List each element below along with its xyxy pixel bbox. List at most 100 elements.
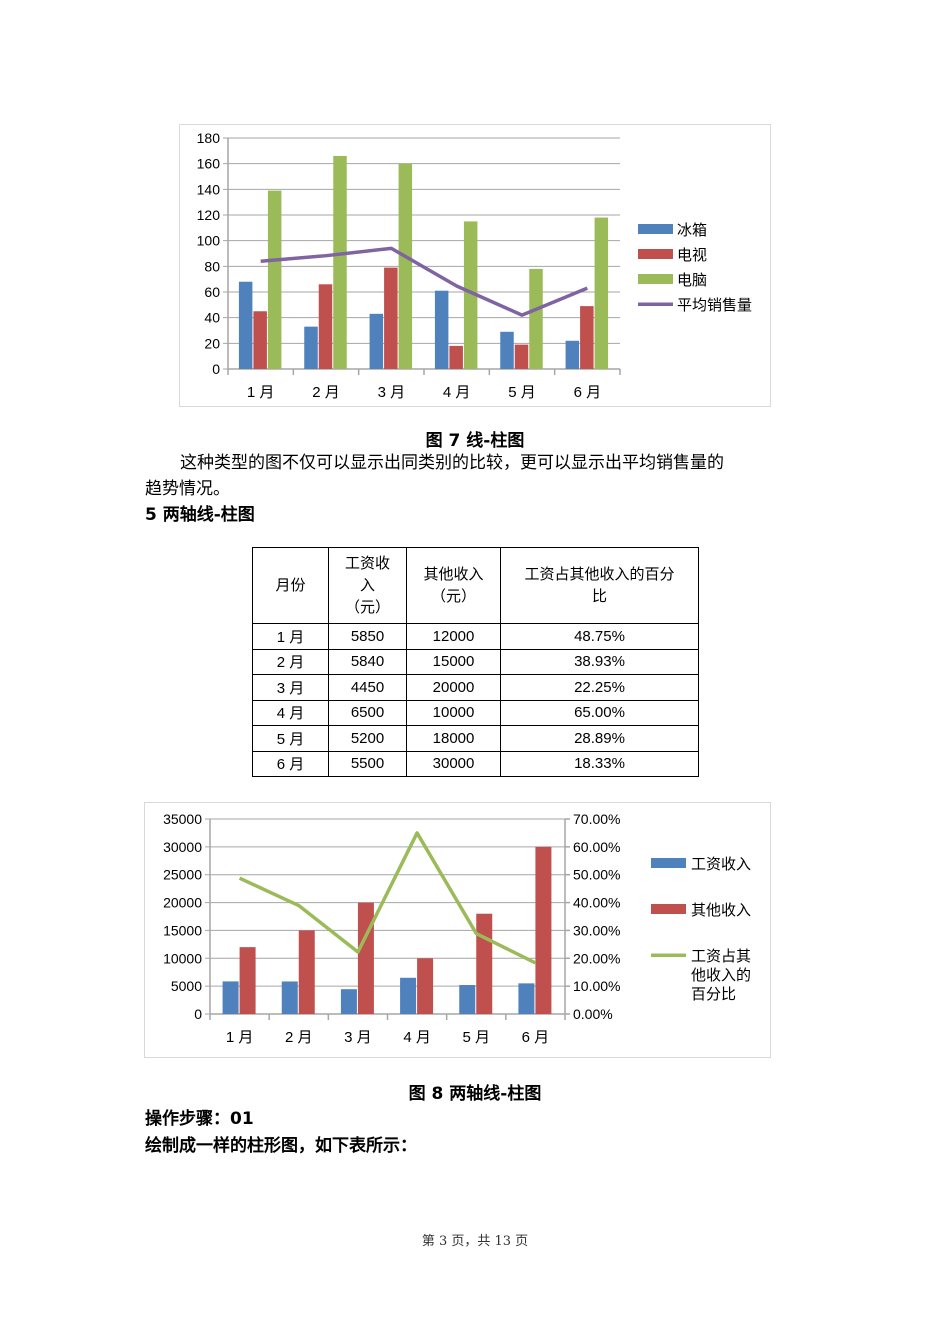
legend-label: 他收入的 — [691, 967, 751, 984]
y-tick-label: 160 — [197, 156, 221, 172]
page-footer: 第 3 页，共 13 页 — [421, 1234, 529, 1249]
table-row: 6 月 5500 30000 18.33% — [252, 750, 699, 777]
paragraph-line1: 这种类型的图不仅可以显示出同类别的比较，更可以显示出平均销售量的 — [180, 453, 724, 473]
bar — [518, 983, 535, 1014]
header-month: 月份 — [252, 547, 329, 624]
figure8-chart: 0 5000 10000 15000 20000 25000 30000 35000 1 月 2 … — [144, 802, 771, 1058]
legend-label: 其他收入 — [691, 902, 751, 919]
bar — [417, 958, 434, 1014]
table-row: 2 月 5840 15000 38.93% — [252, 648, 699, 675]
steps-text: 绘制成一样的柱形图，如下表所示： — [145, 1136, 417, 1156]
bar — [304, 326, 318, 369]
bar — [357, 902, 374, 1014]
bar — [463, 221, 478, 369]
bar — [565, 340, 580, 369]
y-tick-label: 10000 — [163, 950, 202, 966]
bar — [514, 344, 529, 369]
bar — [281, 981, 298, 1014]
x-tick-label: 3 月 — [378, 384, 406, 401]
y-tick-label: 40 — [204, 310, 220, 326]
legend-swatch — [651, 858, 686, 868]
line-series — [238, 831, 537, 965]
legend-swatch — [638, 249, 673, 259]
figure7-chart-svg: 0 20 40 60 80 100 120 140 160 180 1 月 2 月 3 月 4 月 5 月 6… — [197, 130, 752, 401]
bar — [476, 913, 493, 1014]
bar — [500, 331, 514, 369]
y-tick-label: 0 — [212, 361, 220, 377]
header-percentage: 工资占其他收入的百分 比 — [500, 547, 699, 624]
y-tick-label: 30000 — [163, 839, 202, 855]
legend-label: 百分比 — [691, 986, 736, 1003]
legend-label: 工资占其 — [691, 948, 751, 965]
figure7-caption: 图 7 线-柱图 — [425, 431, 525, 451]
income-table: 月份 工资收 入 （元） 其他收入 （元） 工资占其他收入的百分 比 1 月 58… — [252, 547, 699, 777]
bar — [535, 846, 552, 1014]
bar — [267, 190, 282, 369]
figure7-chart: 0 20 40 60 80 100 120 140 160 180 1 月 2 月 3 月 4 月 5 月 6… — [179, 124, 771, 407]
steps-heading: 操作步骤：01 — [145, 1109, 254, 1129]
legend-label: 电脑 — [677, 272, 707, 289]
bar — [222, 981, 239, 1014]
x-tick-label: 6 月 — [522, 1029, 550, 1046]
section-heading: 5 两轴线-柱图 — [145, 505, 255, 525]
y-tick-label: 180 — [197, 130, 221, 146]
y-tick-label: 60 — [204, 284, 220, 300]
y2-tick-label: 0.00% — [573, 1006, 613, 1022]
bar — [594, 217, 609, 369]
y2-tick-label: 20.00% — [573, 950, 620, 966]
legend-swatch — [638, 274, 673, 284]
y-tick-label: 20000 — [163, 895, 202, 911]
x-tick-label: 1 月 — [247, 384, 275, 401]
header-other-income: 其他收入 （元） — [406, 547, 501, 624]
line-series — [260, 246, 589, 317]
table-row: 1 月 5850 12000 48.75% — [252, 623, 699, 650]
figure8-chart-svg: 0 5000 10000 15000 20000 25000 30000 35000 1 月 2 … — [163, 811, 751, 1046]
legend-label: 工资收入 — [691, 856, 751, 873]
legend-swatch — [638, 302, 673, 306]
x-tick-label: 5 月 — [462, 1029, 490, 1046]
x-tick-label: 4 月 — [403, 1029, 431, 1046]
x-tick-label: 1 月 — [226, 1029, 254, 1046]
y2-tick-label: 10.00% — [573, 978, 620, 994]
table-row: 3 月 4450 20000 22.25% — [252, 674, 699, 701]
bar — [398, 163, 413, 369]
y-tick-label: 140 — [197, 181, 221, 197]
bar — [298, 930, 315, 1014]
table-row: 5 月 5200 18000 28.89% — [252, 725, 699, 752]
legend-label: 冰箱 — [677, 222, 707, 239]
bar — [384, 267, 398, 369]
legend-swatch — [638, 224, 673, 234]
y-tick-label: 120 — [197, 207, 221, 223]
legend-swatch — [651, 904, 686, 914]
bar — [449, 345, 463, 369]
bar — [333, 155, 347, 369]
y-tick-label: 25000 — [163, 867, 202, 883]
legend-label: 电视 — [677, 247, 707, 264]
legend-swatch — [651, 953, 686, 957]
y2-tick-label: 70.00% — [573, 811, 620, 827]
x-tick-label: 2 月 — [285, 1029, 313, 1046]
legend-label: 平均销售量 — [677, 297, 752, 314]
bar — [459, 985, 476, 1014]
y2-tick-label: 50.00% — [573, 867, 620, 883]
y-tick-label: 35000 — [163, 811, 202, 827]
bar — [400, 977, 417, 1014]
figure8-caption: 图 8 两轴线-柱图 — [408, 1084, 542, 1104]
bar — [238, 281, 253, 369]
y-tick-label: 0 — [194, 1006, 202, 1022]
y-tick-label: 5000 — [171, 978, 202, 994]
x-tick-label: 6 月 — [574, 384, 602, 401]
y-tick-label: 100 — [197, 233, 221, 249]
x-tick-label: 3 月 — [344, 1029, 372, 1046]
table-row: 4 月 6500 10000 65.00% — [252, 699, 699, 726]
y2-tick-label: 40.00% — [573, 895, 620, 911]
paragraph-line2: 趋势情况。 — [145, 479, 230, 499]
x-tick-label: 5 月 — [508, 384, 536, 401]
y-tick-label: 20 — [204, 335, 220, 351]
bar — [369, 313, 384, 369]
x-tick-label: 2 月 — [312, 384, 340, 401]
bar — [580, 306, 594, 369]
bar — [340, 989, 357, 1014]
y-tick-label: 15000 — [163, 922, 202, 938]
y2-tick-label: 60.00% — [573, 839, 620, 855]
